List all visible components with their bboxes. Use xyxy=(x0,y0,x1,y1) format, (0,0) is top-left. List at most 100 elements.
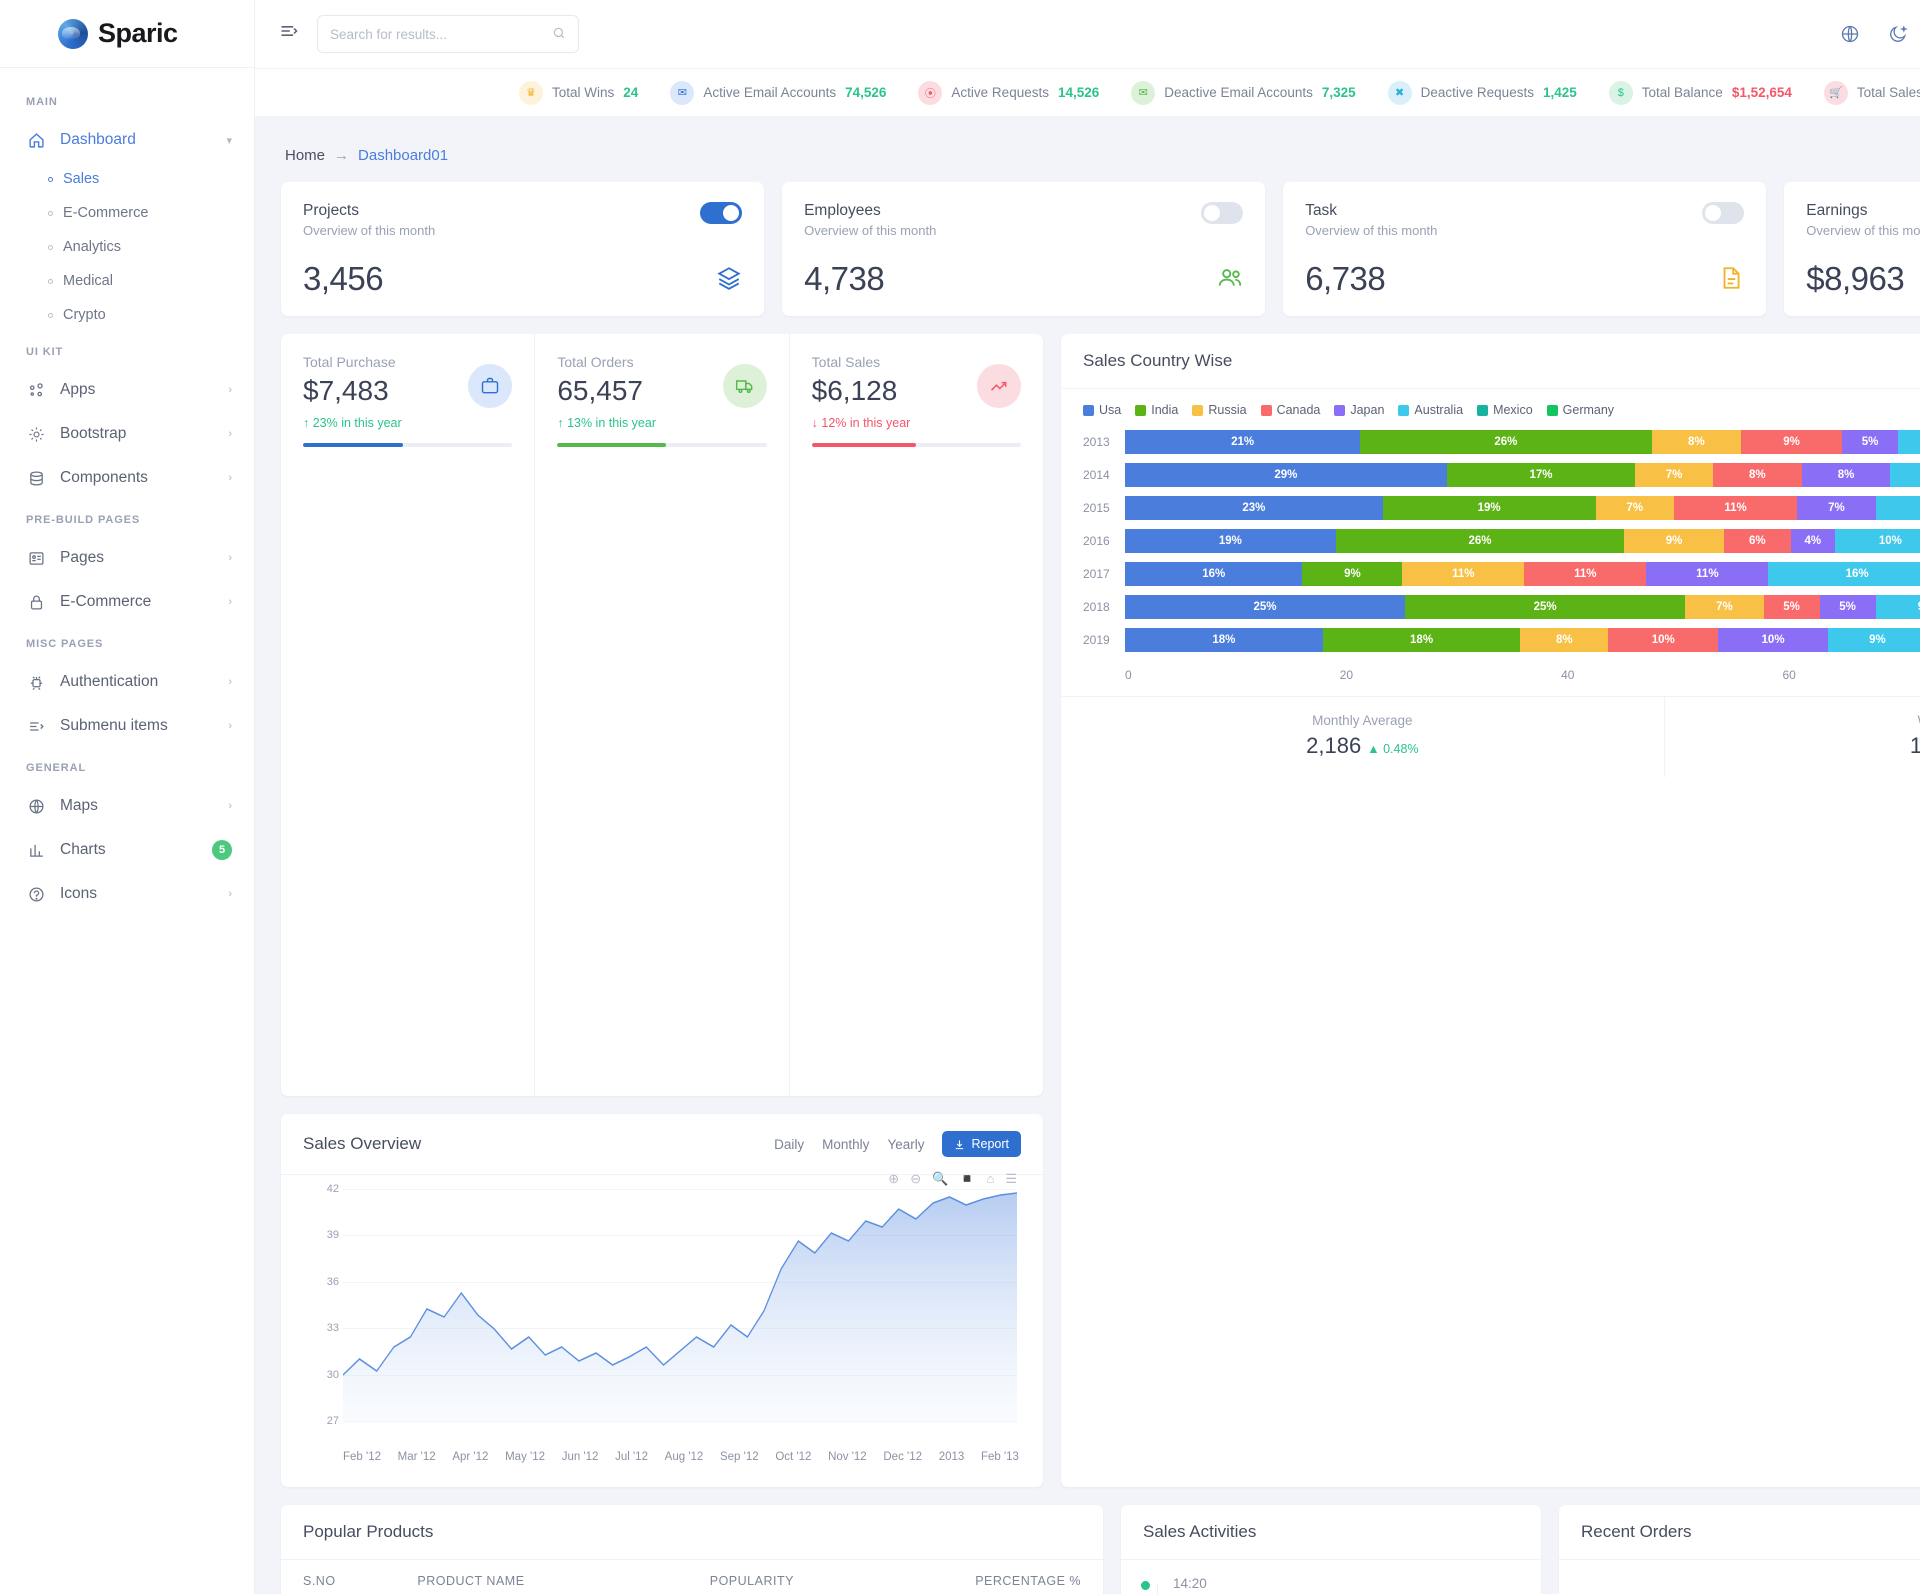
menu-icon[interactable]: ☰ xyxy=(1005,1171,1017,1186)
sidebar-item-ecommerce[interactable]: E-Commerce xyxy=(48,196,254,230)
country-bar-segment[interactable]: 8% xyxy=(1712,462,1802,487)
x-tick: Aug '12 xyxy=(664,1451,704,1463)
tab-monthly[interactable]: Monthly xyxy=(822,1136,870,1152)
country-bar-segment[interactable]: 5% xyxy=(1842,429,1899,454)
country-bar-segment[interactable]: 12% xyxy=(1875,495,1920,520)
country-bar-segment[interactable]: 11% xyxy=(1402,561,1525,586)
home-icon[interactable]: ⌂ xyxy=(986,1171,995,1186)
country-bar-segment[interactable]: 10% xyxy=(1834,528,1920,553)
country-bar-segment[interactable]: 10% xyxy=(1608,627,1719,652)
country-bar-segment[interactable]: 10% xyxy=(1718,627,1828,652)
kpi-toggle[interactable] xyxy=(1201,202,1244,224)
country-bar-segment[interactable]: 7% xyxy=(1595,495,1674,520)
country-bar-segment[interactable]: 8% xyxy=(1651,429,1742,454)
ticker-item[interactable]: ✉ Active Email Accounts 74,526 xyxy=(654,80,902,105)
sidebar-item-icons[interactable]: Icons › xyxy=(0,872,254,916)
country-bar-segment[interactable]: 7% xyxy=(1685,594,1764,619)
country-bar-segment[interactable]: 8% xyxy=(1801,462,1891,487)
legend-usa[interactable]: Usa xyxy=(1083,403,1121,417)
country-bar-segment[interactable]: 21% xyxy=(1125,429,1361,454)
ticker-item[interactable]: ✉ Deactive Email Accounts 7,325 xyxy=(1115,80,1371,105)
country-bar-segment[interactable]: 8% xyxy=(1520,627,1609,652)
sidebar-item-ecommerce-pages[interactable]: E-Commerce › xyxy=(0,580,254,624)
pan-icon[interactable]: ◾ xyxy=(959,1171,976,1186)
kpi-toggle[interactable] xyxy=(1702,202,1745,224)
zoom-out-icon[interactable]: ⊖ xyxy=(910,1171,922,1186)
country-bar-segment[interactable]: 11% xyxy=(1673,495,1798,520)
country-bar-segment[interactable]: 11% xyxy=(1524,561,1647,586)
sidebar-item-apps[interactable]: Apps › xyxy=(0,368,254,412)
legend-germany[interactable]: Germany xyxy=(1546,403,1614,417)
country-bar-segment[interactable]: 19% xyxy=(1125,528,1336,553)
ticker-item[interactable]: ⦿ Active Requests 14,526 xyxy=(902,80,1115,105)
country-bar-segment[interactable]: 26% xyxy=(1360,429,1652,454)
country-bar-segment[interactable]: 19% xyxy=(1382,495,1596,520)
sidebar-item-label: Maps xyxy=(60,797,98,814)
country-bar-segment[interactable]: 18% xyxy=(1125,627,1323,652)
sidebar-toggle-icon[interactable] xyxy=(279,21,299,47)
report-button[interactable]: Report xyxy=(942,1131,1021,1157)
country-bar-segment[interactable]: 7% xyxy=(1635,462,1713,487)
country-bar-segment[interactable]: 5% xyxy=(1819,594,1876,619)
sidebar-item-components[interactable]: Components › xyxy=(0,456,254,500)
legend-mexico[interactable]: Mexico xyxy=(1477,403,1533,417)
sidebar-item-charts[interactable]: Charts 5 xyxy=(0,828,254,872)
kpi-toggle[interactable] xyxy=(700,202,743,224)
sidebar-item-maps[interactable]: Maps › xyxy=(0,784,254,828)
country-bar-segment[interactable]: 25% xyxy=(1405,594,1686,619)
sidebar-item-sales[interactable]: Sales xyxy=(48,162,254,196)
country-bar-segment[interactable]: 29% xyxy=(1125,462,1447,487)
country-bar-segment[interactable]: 25% xyxy=(1125,594,1406,619)
legend-india[interactable]: India xyxy=(1135,403,1178,417)
ministat-progress xyxy=(557,443,767,447)
tab-daily[interactable]: Daily xyxy=(774,1136,805,1152)
breadcrumb-current[interactable]: Dashboard01 xyxy=(358,146,449,164)
search-input[interactable]: Search for results... xyxy=(317,15,579,53)
legend-russia[interactable]: Russia xyxy=(1192,403,1247,417)
ticker-item[interactable]: $ Total Balance $1,52,654 xyxy=(1593,80,1808,105)
country-bar-segment[interactable]: 5% xyxy=(1763,594,1820,619)
ministats-card: Total Purchase $7,483 ↑ 23% in this year… xyxy=(281,334,1043,1096)
country-bar-segment[interactable]: 9% xyxy=(1741,429,1842,454)
chevron-right-icon: › xyxy=(228,384,232,396)
country-bar-segment[interactable]: 7% xyxy=(1797,495,1876,520)
ticker-item[interactable]: 🛒Total Sales23,15,2654 xyxy=(1808,80,1920,105)
country-bar-segment[interactable]: 17% xyxy=(1446,462,1636,487)
country-bar-segment[interactable]: 9% xyxy=(1302,561,1403,586)
sidebar-item-analytics[interactable]: Analytics xyxy=(48,230,254,264)
country-bar-segment[interactable]: 6% xyxy=(1724,528,1791,553)
legend-canada[interactable]: Canada xyxy=(1260,403,1320,417)
country-bar-segment[interactable]: 9% xyxy=(1875,594,1920,619)
x-tick: 2013 xyxy=(938,1451,965,1463)
country-bar-segment[interactable]: 16% xyxy=(1768,561,1920,586)
globe-icon[interactable] xyxy=(1840,24,1860,44)
sidebar-item-medical[interactable]: Medical xyxy=(48,264,254,298)
ticker-item[interactable]: ✖ Deactive Requests 1,425 xyxy=(1372,80,1593,105)
country-bar-segment[interactable]: 9% xyxy=(1827,627,1920,652)
moon-icon[interactable] xyxy=(1888,24,1909,44)
country-bar-segment[interactable]: 23% xyxy=(1125,495,1383,520)
country-bar-segment[interactable]: 9% xyxy=(1624,528,1724,553)
country-bar-segment[interactable]: 13% xyxy=(1890,462,1920,487)
legend-japan[interactable]: Japan xyxy=(1334,403,1384,417)
sidebar-item-authentication[interactable]: Authentication › xyxy=(0,660,254,704)
legend-australia[interactable]: Australia xyxy=(1398,403,1463,417)
sidebar-item-bootstrap[interactable]: Bootstrap › xyxy=(0,412,254,456)
tab-yearly[interactable]: Yearly xyxy=(887,1136,925,1152)
country-bar-segment[interactable]: 26% xyxy=(1335,528,1625,553)
country-bar-segment[interactable]: 18% xyxy=(1322,627,1521,652)
country-bar-segment[interactable]: 10% xyxy=(1898,429,1920,454)
sidebar-item-dashboard[interactable]: Dashboard ▾ xyxy=(0,118,254,162)
country-bar-segment[interactable]: 16% xyxy=(1125,561,1303,586)
sidebar-item-pages[interactable]: Pages › xyxy=(0,536,254,580)
zoom-in-icon[interactable]: ⊕ xyxy=(888,1171,900,1186)
sidebar-item-crypto[interactable]: Crypto xyxy=(48,298,254,332)
breadcrumb-home[interactable]: Home xyxy=(285,146,326,164)
sidebar-item-submenu-items[interactable]: Submenu items › xyxy=(0,704,254,748)
ticker-item[interactable]: ♛ Total Wins 24 xyxy=(503,80,654,105)
selection-icon[interactable]: 🔍 xyxy=(932,1171,949,1186)
brand[interactable]: Sparic xyxy=(0,0,254,68)
search-icon[interactable] xyxy=(552,26,566,43)
country-bar-segment[interactable]: 11% xyxy=(1646,561,1769,586)
country-bar-segment[interactable]: 4% xyxy=(1790,528,1835,553)
